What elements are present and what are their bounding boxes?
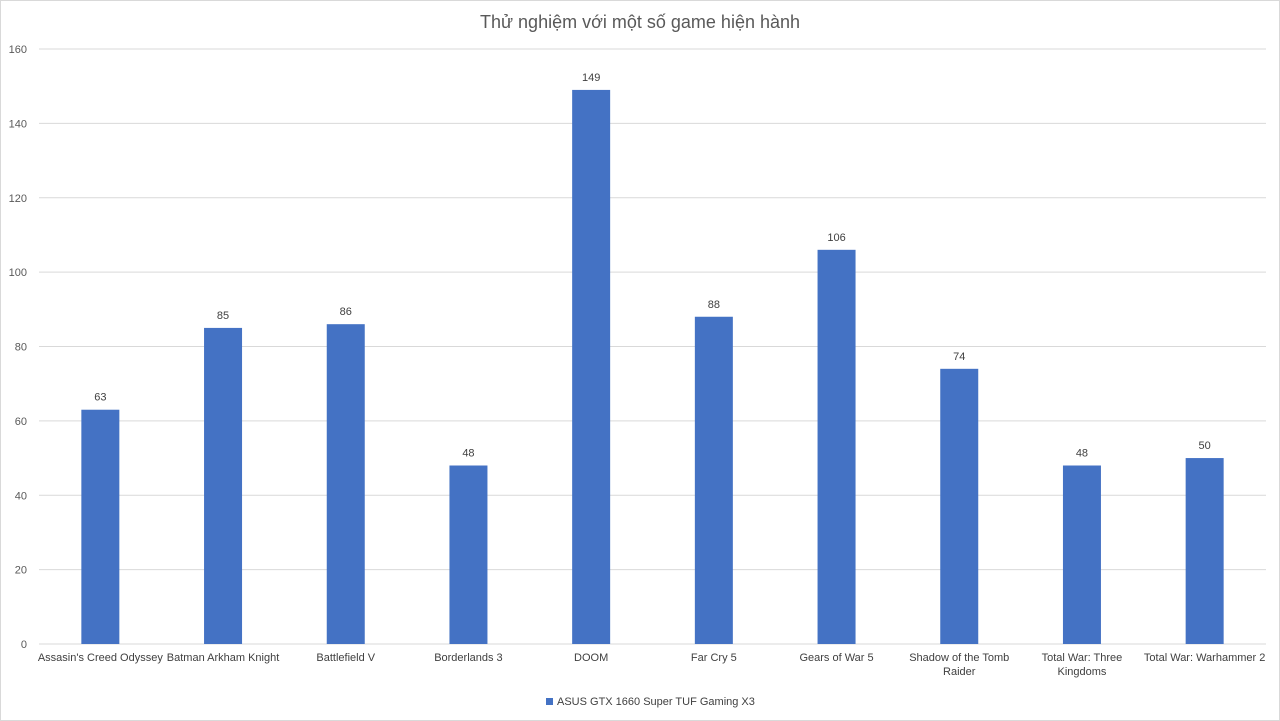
data-label: 50 [1199,440,1211,452]
data-label: 48 [462,448,474,460]
category-label: Far Cry 5 [691,652,737,664]
category-label: Batman Arkham Knight [167,652,280,664]
bar [940,368,979,644]
category-label: Total War: Warhammer 2 [1144,652,1265,664]
legend: ASUS GTX 1660 Super TUF Gaming X3 [546,696,755,708]
y-tick-label: 0 [21,639,27,651]
legend-swatch [546,698,553,705]
bar [1062,465,1101,644]
bar [449,465,488,644]
bar [694,316,733,644]
y-axis-tick-labels: 0 20 40 60 80 100 120 140 160 [9,44,27,651]
category-label: Borderlands 3 [434,652,503,664]
bar [326,324,365,644]
data-label: 149 [582,72,600,84]
legend-label: ASUS GTX 1660 Super TUF Gaming X3 [557,696,755,708]
category-label: DOOM [574,652,608,664]
category-label: Gears of War 5 [799,652,873,664]
data-label: 63 [94,392,106,404]
bar [204,327,243,644]
y-tick-label: 40 [15,490,27,502]
bar [81,409,120,644]
category-label-line: Kingdoms [1057,666,1106,678]
category-label: Assasin's Creed Odyssey [38,652,163,664]
chart-title: Thử nghiệm với một số game hiện hành [480,12,800,32]
category-label-line: Raider [943,666,976,678]
data-labels: 63 85 86 48 149 88 106 74 48 50 [94,72,1211,460]
data-label: 88 [708,299,720,311]
category-label: Battlefield V [316,652,375,664]
data-label: 74 [953,351,965,363]
y-tick-label: 120 [9,193,27,205]
data-label: 106 [827,232,845,244]
bar [817,249,856,644]
gridlines [39,48,1266,645]
category-label: Total War: Three Kingdoms [1042,652,1123,678]
category-label: Shadow of the Tomb Raider [909,652,1009,678]
category-label-line: Total War: Three [1042,652,1123,664]
bar [572,89,611,644]
y-tick-label: 140 [9,118,27,130]
y-tick-label: 160 [9,44,27,56]
bar [1185,458,1224,644]
bars [81,89,1224,644]
data-label: 85 [217,310,229,322]
data-label: 48 [1076,448,1088,460]
y-tick-label: 80 [15,342,27,354]
y-tick-label: 60 [15,416,27,428]
category-label-line: Shadow of the Tomb [909,652,1009,664]
x-axis-category-labels: Assasin's Creed Odyssey Batman Arkham Kni… [38,652,1266,678]
y-tick-label: 20 [15,565,27,577]
y-tick-label: 100 [9,267,27,279]
data-label: 86 [340,306,352,318]
